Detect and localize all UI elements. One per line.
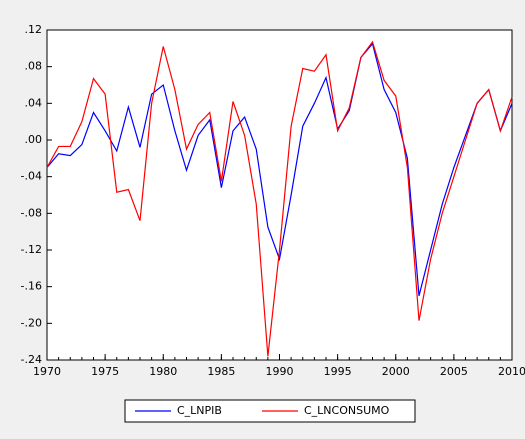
y-tick-label: .00: [25, 133, 43, 146]
x-tick-label: 1975: [91, 365, 119, 378]
y-tick-label: -.04: [21, 170, 42, 183]
y-tick-label: .04: [25, 96, 43, 109]
x-tick-label: 1970: [33, 365, 61, 378]
y-tick-label: -.08: [21, 206, 42, 219]
x-tick-label: 2000: [382, 365, 410, 378]
x-tick-label: 1980: [149, 365, 177, 378]
y-tick-label: -.12: [21, 243, 42, 256]
legend-label: C_LNCONSUMO: [304, 404, 390, 417]
y-tick-label: -.24: [21, 353, 42, 366]
x-tick-label: 2005: [440, 365, 468, 378]
y-tick-label: .08: [25, 60, 43, 73]
plot-area: [46, 29, 513, 361]
y-tick-label: -.20: [21, 316, 42, 329]
x-tick-label: 2010: [498, 365, 525, 378]
x-tick-label: 1995: [324, 365, 352, 378]
y-tick-label: -.16: [21, 280, 42, 293]
legend-label: C_LNPIB: [177, 404, 222, 417]
series-line: [46, 40, 513, 357]
x-tick-label: 1990: [266, 365, 294, 378]
y-tick-label: .12: [25, 23, 43, 36]
series-line: [46, 42, 513, 296]
x-tick-label: 1985: [207, 365, 235, 378]
